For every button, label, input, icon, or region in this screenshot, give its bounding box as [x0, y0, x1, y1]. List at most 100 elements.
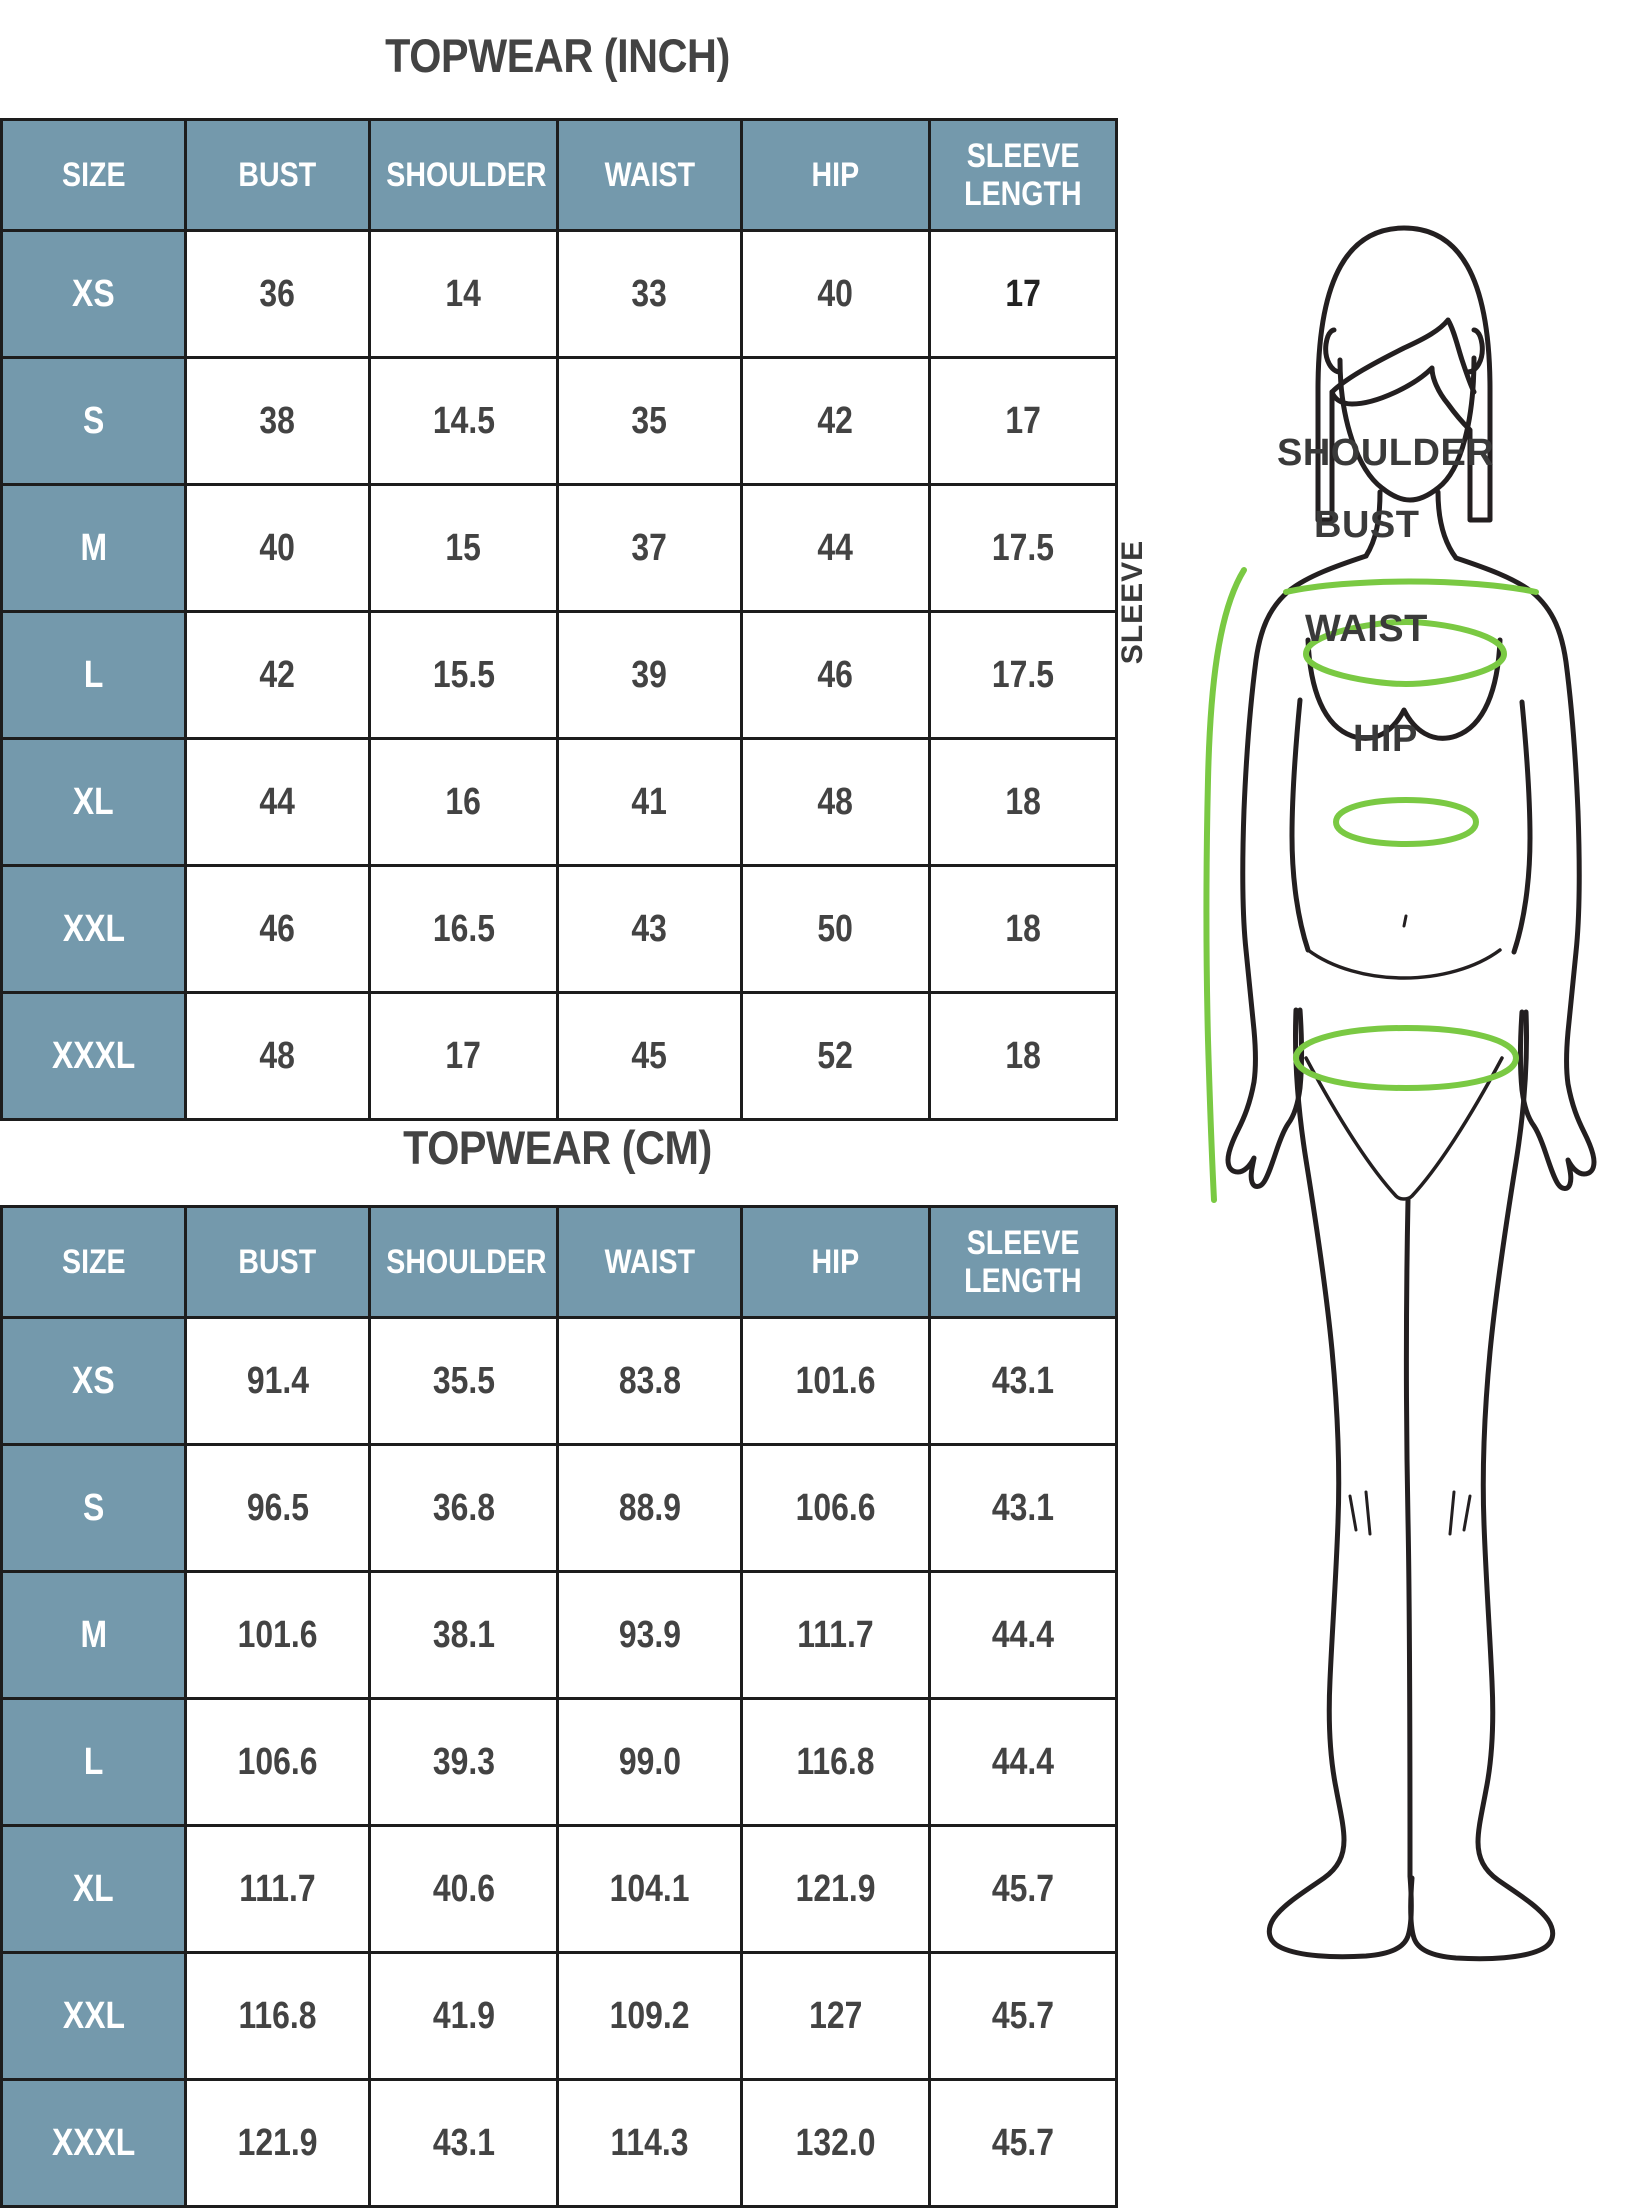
column-header-bust: BUST	[184, 1205, 371, 1319]
cell-shoulder: 43.1	[368, 2078, 559, 2208]
cell-hip: 46	[740, 610, 931, 740]
shoulder-measure-line	[1283, 578, 1539, 595]
cell-sleeve-length-value: 17.5	[991, 526, 1055, 569]
cell-shoulder-value: 35.5	[432, 1359, 495, 1402]
cell-waist: 41	[556, 737, 743, 867]
cell-sleeve-length-value: 44.4	[991, 1740, 1055, 1783]
cell-sleeve-length: 17.5	[928, 610, 1118, 740]
cell-waist-value: 83.8	[618, 1359, 681, 1402]
cell-shoulder: 15	[368, 483, 559, 613]
cell-size: L	[0, 610, 187, 740]
cell-sleeve-length: 18	[928, 991, 1118, 1121]
cell-shoulder: 14	[368, 229, 559, 359]
cell-size: XS	[0, 229, 187, 359]
column-header-shoulder: SHOULDER	[368, 1205, 559, 1319]
cell-hip: 132.0	[740, 2078, 931, 2208]
cell-shoulder-value: 41.9	[432, 1994, 495, 2037]
cell-sleeve-length: 43.1	[928, 1443, 1118, 1573]
cell-bust-value: 91.4	[246, 1359, 309, 1402]
topwear-inch-title: TOPWEAR (INCH)	[385, 29, 730, 82]
table-header-row: SIZE BUST SHOULDER WAIST HIP SLEEVE LENGT…	[0, 118, 1118, 232]
cell-hip: 50	[740, 864, 931, 994]
cell-sleeve-length-value: 45.7	[991, 2121, 1055, 2164]
cell-shoulder-value: 16.5	[432, 907, 495, 950]
column-header-sleeve-line2: LENGTH	[964, 175, 1082, 213]
cell-bust: 40	[184, 483, 371, 613]
cell-sleeve-length: 17.5	[928, 483, 1118, 613]
cell-waist: 93.9	[556, 1570, 743, 1700]
column-header-sleeve-length: SLEEVE LENGTH	[928, 118, 1118, 232]
cell-bust-value: 121.9	[237, 2121, 318, 2164]
cell-bust-value: 111.7	[239, 1867, 316, 1910]
table-row: XXL 46 16.5 43 50 18	[0, 864, 1118, 994]
cell-sleeve-length: 43.1	[928, 1316, 1118, 1446]
cell-bust-value: 36	[259, 272, 296, 315]
cell-size: XL	[0, 1824, 187, 1954]
column-header-shoulder-label: SHOULDER	[386, 155, 547, 194]
cell-bust: 106.6	[184, 1697, 371, 1827]
cell-hip: 48	[740, 737, 931, 867]
cell-bust-value: 42	[259, 653, 296, 696]
column-header-bust-label: BUST	[238, 1242, 317, 1281]
size-tables-column: TOPWEAR (INCH) SIZE BUST SHOULDER WAIST …	[0, 29, 1118, 2208]
column-header-waist-label: WAIST	[604, 155, 695, 194]
cell-hip-value: 132.0	[795, 2121, 876, 2164]
cell-bust-value: 44	[259, 780, 296, 823]
cell-size-value: S	[82, 1486, 105, 1529]
cell-sleeve-length-value: 18	[1005, 780, 1041, 823]
cell-size-value: M	[80, 526, 107, 569]
female-body-diagram-icon	[1203, 225, 1597, 1962]
table-row: M 101.6 38.1 93.9 111.7 44.4	[0, 1570, 1118, 1700]
cell-waist-value: 99.0	[618, 1740, 681, 1783]
cell-waist: 33	[556, 229, 743, 359]
cell-size: M	[0, 483, 187, 613]
table-row: XL 44 16 41 48 18	[0, 737, 1118, 867]
cell-hip: 40	[740, 229, 931, 359]
cell-size-value: L	[83, 1740, 104, 1783]
cell-sleeve-length: 45.7	[928, 1951, 1118, 2081]
table-row: XS 91.4 35.5 83.8 101.6 43.1	[0, 1316, 1118, 1446]
cell-shoulder-value: 14	[445, 272, 482, 315]
table-row: XL 111.7 40.6 104.1 121.9 45.7	[0, 1824, 1118, 1954]
cell-hip-value: 52	[817, 1034, 854, 1077]
cell-size-value: XL	[73, 780, 114, 823]
column-header-size-label: SIZE	[61, 155, 126, 194]
cell-hip-value: 42	[817, 399, 854, 442]
cell-waist-value: 41	[631, 780, 668, 823]
cell-hip: 52	[740, 991, 931, 1121]
cell-hip-value: 121.9	[795, 1867, 876, 1910]
cell-size: XL	[0, 737, 187, 867]
column-header-hip: HIP	[740, 118, 931, 232]
table-row: M 40 15 37 44 17.5	[0, 483, 1118, 613]
cell-bust: 48	[184, 991, 371, 1121]
column-header-hip-label: HIP	[811, 1242, 860, 1281]
cell-sleeve-length: 44.4	[928, 1697, 1118, 1827]
cell-hip: 111.7	[740, 1570, 931, 1700]
cell-shoulder: 41.9	[368, 1951, 559, 2081]
column-header-size-label: SIZE	[61, 1242, 126, 1281]
cell-sleeve-length-value: 44.4	[991, 1613, 1055, 1656]
cell-size-value: XS	[72, 1359, 115, 1402]
cell-size: L	[0, 1697, 187, 1827]
cell-bust-value: 116.8	[238, 1994, 317, 2037]
cell-shoulder-value: 43.1	[432, 2121, 495, 2164]
cell-shoulder: 14.5	[368, 356, 559, 486]
column-header-hip: HIP	[740, 1205, 931, 1319]
bust-label: BUST	[1314, 504, 1420, 546]
cell-waist: 35	[556, 356, 743, 486]
cell-bust-value: 40	[259, 526, 296, 569]
cell-sleeve-length: 17	[928, 229, 1118, 359]
hip-label: HIP	[1353, 718, 1418, 760]
bust-measure-ellipse	[1302, 618, 1508, 688]
cell-shoulder-value: 16	[445, 780, 482, 823]
table-row: XXL 116.8 41.9 109.2 127 45.7	[0, 1951, 1118, 2081]
waist-measure-ellipse	[1332, 796, 1480, 848]
cell-size-value: M	[80, 1613, 107, 1656]
cell-waist-value: 104.1	[609, 1867, 690, 1910]
cell-hip: 106.6	[740, 1443, 931, 1573]
cell-sleeve-length: 18	[928, 737, 1118, 867]
cell-waist: 114.3	[556, 2078, 743, 2208]
cell-waist: 99.0	[556, 1697, 743, 1827]
cell-bust: 91.4	[184, 1316, 371, 1446]
cell-bust-value: 106.6	[237, 1740, 318, 1783]
